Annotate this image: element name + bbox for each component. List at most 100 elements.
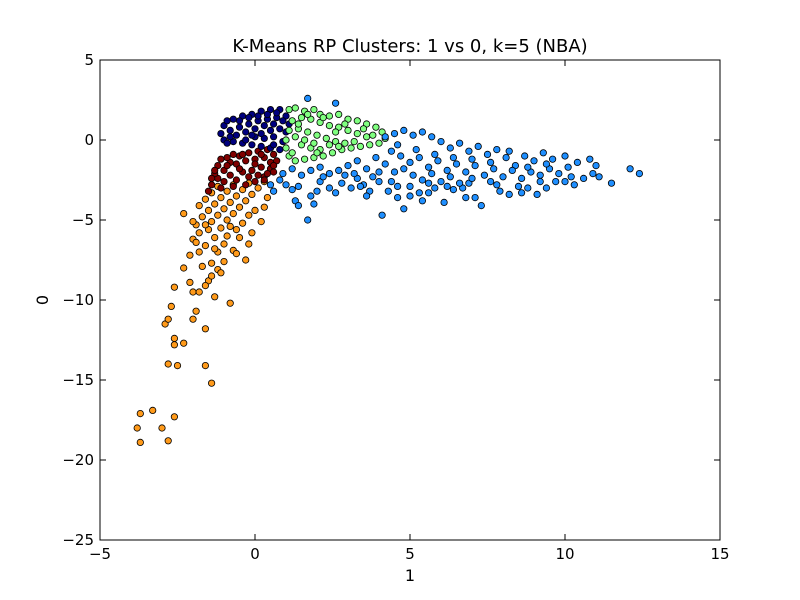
cluster-0-point (211, 200, 219, 208)
cluster-1-point (242, 181, 250, 189)
cluster-3-point (319, 152, 327, 160)
cluster-0-point (226, 299, 234, 307)
cluster-4-point (288, 165, 296, 173)
cluster-0-point (226, 222, 234, 230)
cluster-4-point (468, 155, 476, 163)
cluster-4-point (269, 187, 278, 195)
cluster-1-point (211, 166, 219, 174)
cluster-3-point (344, 126, 352, 134)
cluster-0-point (164, 360, 172, 368)
cluster-3-point (369, 131, 377, 139)
x-tick-label: 5 (405, 545, 415, 563)
cluster-4-point (493, 146, 501, 154)
cluster-4-point (381, 160, 389, 168)
cluster-4-point (589, 170, 597, 178)
cluster-3-point (350, 138, 358, 146)
cluster-3-point (291, 133, 299, 141)
cluster-0-point (186, 278, 194, 286)
cluster-1-point (263, 170, 271, 178)
y-tick-label: −25 (62, 531, 94, 549)
cluster-4-point (468, 174, 476, 182)
y-tick-label: −5 (72, 211, 94, 229)
cluster-0-point (204, 206, 213, 214)
cluster-3-point (322, 134, 330, 142)
cluster-0-point (133, 424, 141, 432)
cluster-4-point (536, 178, 544, 186)
y-tick-label: 5 (84, 51, 94, 69)
cluster-4-point (307, 166, 315, 174)
cluster-1-point (208, 181, 216, 189)
cluster-0-point (170, 341, 178, 349)
cluster-4-point (524, 184, 532, 192)
cluster-1-point (208, 174, 216, 182)
cluster-4-point (424, 163, 433, 171)
cluster-4-point (505, 190, 513, 198)
cluster-1-point (235, 165, 244, 173)
cluster-4-point (362, 165, 371, 173)
cluster-3-point (288, 149, 296, 157)
cluster-4-point (434, 157, 442, 165)
cluster-0-point (201, 325, 209, 333)
cluster-0-point (232, 250, 240, 258)
cluster-1-point (245, 173, 253, 181)
cluster-4-point (431, 184, 439, 192)
cluster-1-point (217, 184, 225, 192)
cluster-4-point (400, 205, 408, 213)
cluster-4-point (387, 147, 395, 155)
cluster-0-point (263, 194, 271, 202)
cluster-4-point (400, 126, 408, 134)
cluster-1-point (229, 182, 237, 190)
plot-area-frame (99, 59, 721, 541)
cluster-2-point (276, 125, 284, 133)
cluster-3-point (353, 130, 361, 138)
cluster-2-point (260, 122, 268, 130)
cluster-1-point (242, 157, 250, 165)
cluster-4-point (390, 130, 399, 138)
cluster-4-point (304, 216, 312, 224)
cluster-0-point (217, 224, 225, 232)
cluster-3-point (359, 125, 368, 133)
cluster-0-point (208, 259, 216, 267)
cluster-4-point (499, 173, 507, 181)
cluster-0-point (208, 218, 216, 226)
cluster-1-point (260, 176, 268, 184)
points-layer (133, 94, 644, 446)
cluster-0-point (248, 229, 256, 237)
cluster-4-point (372, 154, 380, 162)
cluster-4-point (341, 171, 349, 179)
cluster-3-point (335, 142, 343, 150)
cluster-4-point (635, 170, 644, 178)
cluster-2-point (257, 130, 265, 138)
cluster-4-point (335, 166, 343, 174)
cluster-4-point (310, 200, 318, 208)
cluster-4-point (384, 187, 392, 195)
y-tick-label: −10 (62, 291, 94, 309)
cluster-0-point (245, 240, 253, 248)
cluster-3-point (328, 149, 337, 157)
cluster-3-point (353, 117, 361, 125)
cluster-4-point (369, 173, 377, 181)
cluster-3-point (319, 114, 327, 122)
cluster-4-point (412, 146, 420, 154)
cluster-1-point (232, 176, 240, 184)
cluster-3-point (347, 144, 355, 152)
cluster-0-point (195, 288, 203, 296)
cluster-2-point (248, 141, 256, 149)
cluster-4-point (524, 163, 532, 171)
cluster-4-point (393, 194, 402, 202)
ticks-layer: −5 0 5 10 15 5 0 −5 −10 −15 −20 −25 (62, 51, 729, 563)
cluster-3-point (310, 139, 318, 147)
cluster-4-point (297, 171, 306, 179)
cluster-1-point (220, 178, 228, 186)
x-tick-label: 10 (555, 545, 574, 563)
cluster-4-point (530, 157, 538, 165)
cluster-1-point (204, 187, 213, 195)
cluster-2-point (232, 131, 240, 139)
cluster-1-point (223, 154, 231, 162)
cluster-0-point (189, 218, 197, 226)
cluster-4-point (517, 174, 526, 182)
cluster-4-point (452, 160, 461, 168)
cluster-4-point (437, 138, 445, 146)
cluster-3-point (335, 110, 343, 119)
cluster-1-point (257, 163, 265, 171)
